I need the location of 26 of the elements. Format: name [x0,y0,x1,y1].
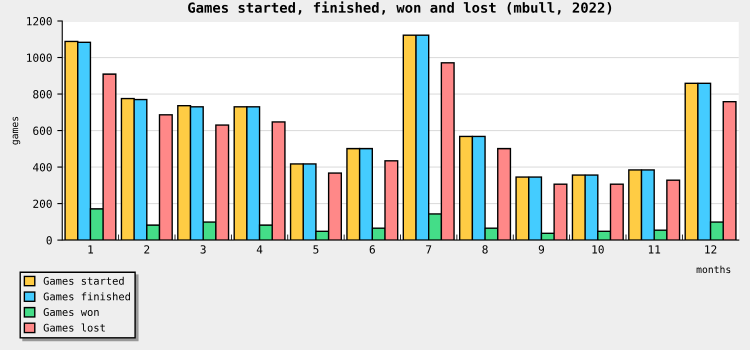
y-axis-title: games [12,116,20,145]
x-tick-label: 2 [144,245,150,254]
y-tick-label: 1200 [27,17,52,26]
x-tick-label: 9 [538,245,544,254]
x-tick-label: 7 [426,245,432,254]
y-tick-label: 1000 [27,54,52,62]
x-tick-label: 8 [482,245,488,254]
x-tick-label: 11 [648,245,660,254]
x-tick-label: 6 [370,245,375,254]
x-tick-label: 3 [200,245,206,254]
x-tick-label: 5 [313,245,318,254]
legend-label: Games won [44,308,99,316]
y-tick-label: 200 [33,200,52,208]
x-tick-label: 4 [256,245,262,254]
x-tick-label: 10 [592,245,604,254]
legend-label: Games lost [44,323,105,332]
y-tick-label: 600 [33,126,52,135]
x-tick-label: 12 [705,245,716,254]
y-tick-label: 0 [46,236,52,245]
legend-label: Games finished [44,292,130,300]
chart-title: Games started, finished, won and lost (mbull, 2022) [188,1,612,15]
x-axis-title: months [696,266,730,274]
y-tick-label: 400 [33,163,52,172]
x-tick-label: 1 [88,245,94,254]
y-tick-label: 800 [33,90,52,98]
legend-label: Games started [44,276,124,285]
